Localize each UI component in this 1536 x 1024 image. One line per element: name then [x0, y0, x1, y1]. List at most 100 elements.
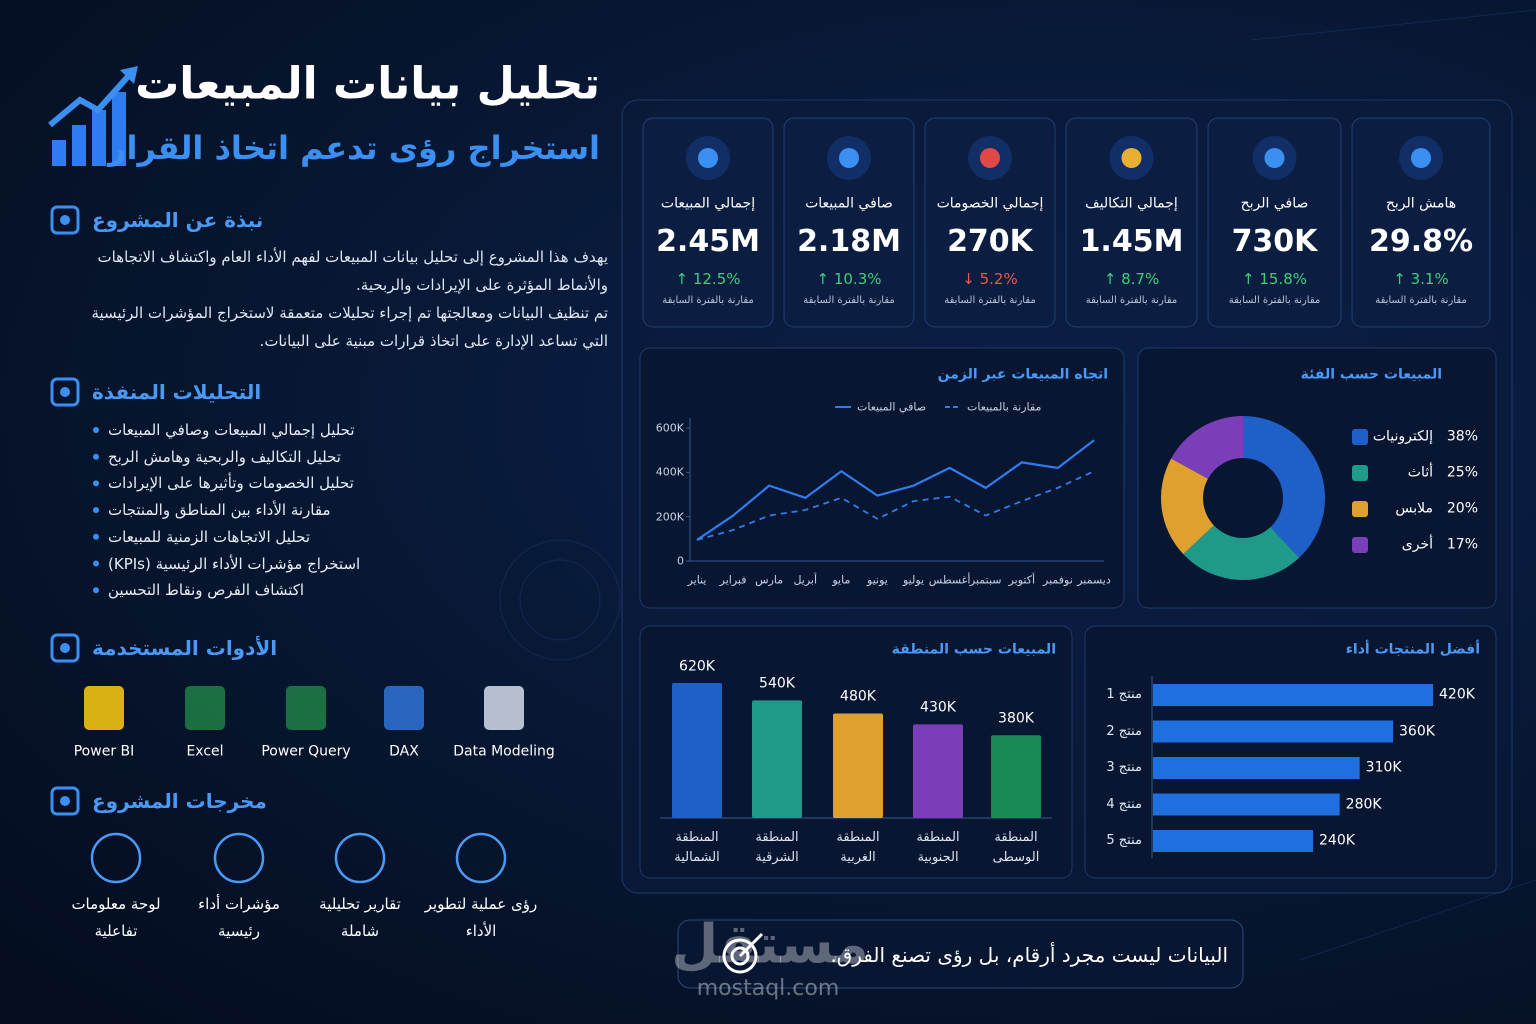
bullet: [93, 427, 99, 433]
icon-shape: [50, 786, 80, 816]
subtitle: استخراج رؤى تدعم اتخاذ القرار: [108, 128, 600, 167]
value-label: 430K: [920, 699, 956, 716]
kpi-label: صافي الربح: [1240, 195, 1309, 212]
kpi-icon-glyph: [1264, 148, 1285, 168]
kpi-value: 2.18M: [797, 224, 901, 259]
output-label: مؤشرات أداء رئيسية: [198, 895, 280, 940]
legend-label: أخرى: [1401, 536, 1433, 553]
value-label: 380K: [998, 710, 1034, 727]
output-icon: [90, 832, 142, 884]
section-icon: [50, 205, 80, 235]
y-tick-label: 0: [677, 554, 684, 568]
about-paragraph: تم تنظيف البيانات ومعالجتها تم إجراء تحل…: [91, 304, 608, 350]
x-tick-label: مارس: [755, 573, 784, 587]
pie-slice: [1171, 416, 1243, 479]
tool-label: Power BI: [73, 743, 135, 760]
legend-label: أثاث: [1407, 464, 1433, 481]
kpi-note: مقارنة بالفترة السابقة: [944, 295, 1036, 306]
bar: [991, 735, 1041, 818]
legend-label: إلكترونيات: [1372, 428, 1433, 445]
value-label: 17%: [1446, 536, 1478, 553]
value-label: 20%: [1446, 500, 1478, 517]
kpi-card: [1207, 117, 1342, 328]
kpi-value: 1.45M: [1079, 224, 1184, 259]
output-icon: [334, 832, 386, 884]
value-label: 240K: [1319, 832, 1355, 849]
section-icon: [50, 633, 80, 663]
bar: [1153, 793, 1340, 816]
value-label: 620K: [679, 658, 715, 675]
legend-label: مقارنة بالمبيعات: [967, 400, 1042, 414]
legend-swatch: [1352, 537, 1368, 553]
kpi-note: مقارنة بالفترة السابقة: [1228, 295, 1321, 306]
target-icon: [722, 932, 764, 974]
line-chart-panel: [639, 347, 1125, 609]
kpi-note: مقارنة بالفترة السابقة: [662, 295, 754, 306]
tool-label: Excel: [186, 743, 224, 760]
kpi-icon-glyph: [698, 148, 718, 168]
bullet: [93, 453, 99, 460]
y-tick-label: 400K: [655, 465, 684, 479]
section-heading: التحليلات المنفذة: [92, 380, 262, 404]
legend-swatch: [1352, 429, 1368, 445]
kpi-note: مقارنة بالفترة السابقة: [1375, 295, 1467, 306]
line-series: [696, 470, 1095, 541]
value-label: 280K: [1345, 796, 1382, 813]
icon-dot: [60, 643, 70, 653]
kpi-change: ↑ 15.8%: [1242, 270, 1307, 288]
bar: [1153, 830, 1313, 852]
tool-icon: [484, 686, 524, 730]
watermark-url: mostaql.com: [696, 975, 840, 1001]
x-tick-label: فبراير: [719, 573, 747, 587]
section-icon: [50, 786, 80, 816]
x-tick-label: نوفمبر: [1043, 573, 1073, 587]
kpi-change: ↑ 3.1%: [1393, 270, 1449, 288]
kpi-value: 270K: [947, 224, 1033, 259]
analysis-item: مقارنة الأداء بين المناطق والمنتجات: [108, 501, 331, 520]
line-series: [696, 439, 1095, 541]
header-icon: [48, 66, 138, 166]
kpi-value: 730K: [1231, 224, 1318, 259]
about-paragraph: يهدف هذا المشروع إلى تحليل بيانات المبيع…: [97, 248, 609, 294]
section-heading: مخرجات المشروع: [92, 789, 267, 813]
pie-slice: [1183, 525, 1300, 580]
value-label: 360K: [1399, 723, 1435, 740]
output-label: تقارير تحليلية شاملة: [319, 895, 401, 940]
icon-shape: [50, 633, 80, 663]
x-tick-label: أكتوبر: [1008, 573, 1036, 587]
kpi-change: ↑ 8.7%: [1103, 270, 1160, 288]
x-tick-label: يونيو: [867, 573, 888, 587]
bar-category: منتج 4: [1106, 796, 1142, 812]
kpi-note: مقارنة بالفترة السابقة: [1085, 295, 1178, 306]
kpi-label: إجمالي المبيعات: [660, 195, 756, 212]
kpi-value: 29.8%: [1368, 224, 1474, 259]
analysis-item: تحليل التكاليف والربحية وهامش الربح: [108, 447, 341, 466]
bar-category: المنطقة الوسطى: [992, 830, 1040, 865]
bullet: [93, 587, 99, 594]
bar-category: المنطقة الغربية: [836, 830, 880, 865]
icon-dot: [60, 387, 70, 397]
bar: [913, 724, 963, 818]
kpi-card: [642, 117, 774, 328]
icon-shape: [50, 205, 80, 235]
x-tick-label: أغسطس: [928, 573, 971, 587]
pie-slice: [1161, 458, 1214, 555]
y-tick-label: 600K: [655, 421, 684, 435]
kpi-card: [1351, 117, 1491, 328]
bullet: [93, 533, 99, 540]
value-label: 25%: [1446, 464, 1478, 481]
kpi-label: إجمالي التكاليف: [1085, 195, 1178, 212]
kpi-label: صافي المبيعات: [805, 195, 893, 212]
analysis-item: تحليل الخصومات وتأثيرها على الإيرادات: [108, 474, 354, 493]
bar-category: المنطقة الجنوبية: [916, 830, 960, 865]
output-label: لوحة معلومات تفاعلية: [71, 895, 161, 940]
kpi-icon-glyph: [839, 148, 859, 168]
tool-label: Power Query: [261, 743, 351, 760]
section-heading: نبذة عن المشروع: [92, 208, 264, 232]
kpi-label: هامش الربح: [1385, 195, 1457, 212]
x-tick-label: يوليو: [902, 573, 925, 587]
bar: [672, 683, 722, 818]
chart-title: اتجاه المبيعات عبر الزمن: [937, 366, 1108, 383]
section-icon: [50, 377, 80, 407]
